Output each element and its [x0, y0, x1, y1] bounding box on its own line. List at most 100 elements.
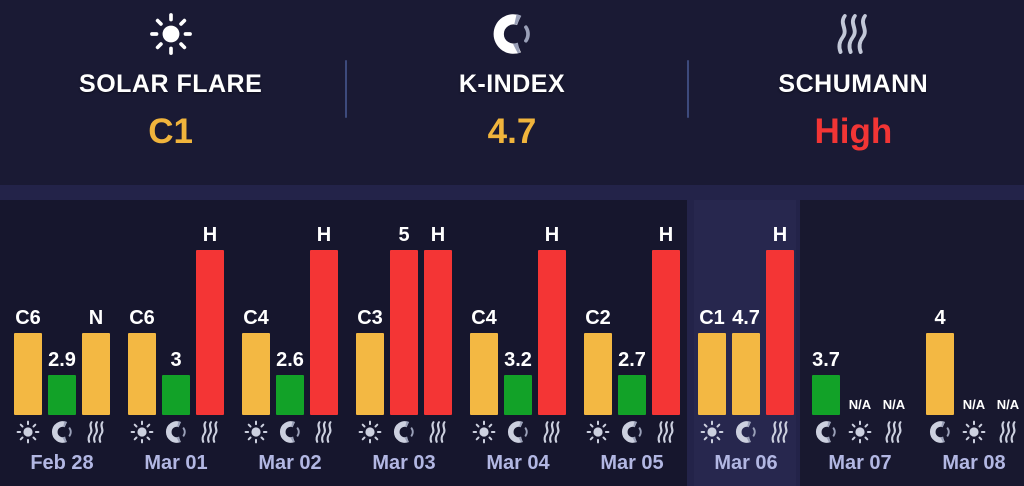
bar-value-label: H	[544, 224, 560, 246]
summary-header: SOLAR FLARE C1 K-INDEX 4.7 SCHUMANN High	[0, 0, 1024, 185]
bar-value-label: C1	[699, 307, 725, 329]
sun-icon	[358, 420, 382, 444]
bar	[652, 250, 680, 415]
date-label: Mar 06	[714, 452, 778, 474]
metric-slot: 3.2	[504, 200, 532, 449]
bar-area: C4	[242, 200, 270, 415]
bar-area: 3	[162, 200, 190, 415]
waves-icon	[312, 420, 336, 444]
bar	[504, 375, 532, 415]
metric-slot: N/A	[880, 200, 908, 449]
bar	[470, 333, 498, 415]
bar-area: C1	[698, 200, 726, 415]
date-label: Feb 28	[30, 452, 94, 474]
stat-panel-k-index: K-INDEX 4.7	[341, 0, 682, 185]
waves-icon	[882, 420, 906, 444]
icon-row	[538, 415, 566, 449]
bar-area: N	[82, 200, 110, 415]
magnet-icon	[814, 420, 838, 444]
waves-icon	[198, 420, 222, 444]
date-label: Mar 01	[144, 452, 208, 474]
bar-area: H	[310, 200, 338, 415]
metric-slot: 2.6	[276, 200, 304, 449]
metric-slot: N	[82, 200, 110, 449]
bar-value-label: H	[202, 224, 218, 246]
bar-area: 5	[390, 200, 418, 415]
day-group-mar-07[interactable]: 3.7 N/A N/A Mar 07	[812, 200, 908, 475]
icon-row	[390, 415, 418, 449]
waves-icon	[426, 420, 450, 444]
bar-value-label: 3	[170, 349, 182, 371]
bar-area: 3.7	[812, 200, 840, 415]
metric-slot: H	[310, 200, 338, 449]
day-group-mar-05[interactable]: C2 2.7 H Mar 05	[584, 200, 680, 475]
date-label: Mar 03	[372, 452, 436, 474]
slot-row: C3 5 H	[356, 200, 452, 449]
metric-slot: C6	[128, 200, 156, 449]
na-label: N/A	[882, 397, 906, 412]
sun-icon	[472, 420, 496, 444]
sun-icon	[962, 420, 986, 444]
bar-area: N/A	[994, 200, 1022, 415]
icon-row	[698, 415, 726, 449]
bar-area: H	[424, 200, 452, 415]
bar-value-label: 2.9	[48, 349, 76, 371]
bar	[732, 333, 760, 415]
bar-area: H	[766, 200, 794, 415]
bar-value-label: C3	[357, 307, 383, 329]
na-label: N/A	[848, 397, 872, 412]
icon-row	[48, 415, 76, 449]
magnet-icon	[490, 9, 534, 59]
bar-value-label: H	[772, 224, 788, 246]
bar-value-label: H	[430, 224, 446, 246]
day-group-feb-28[interactable]: C6 2.9 N Feb 28	[14, 200, 110, 475]
icon-row	[128, 415, 156, 449]
waves-icon	[654, 420, 678, 444]
bar	[310, 250, 338, 415]
bar-area: 2.9	[48, 200, 76, 415]
day-group-mar-08[interactable]: 4 N/A N/A Mar 08	[926, 200, 1022, 475]
waves-icon	[768, 420, 792, 444]
header-divider	[687, 60, 689, 118]
icon-row	[960, 415, 988, 449]
bar-value-label: C4	[471, 307, 497, 329]
bar-value-label: 5	[398, 224, 410, 246]
day-group-mar-03[interactable]: C3 5 H Mar 03	[356, 200, 452, 475]
slot-row: C6 2.9 N	[14, 200, 110, 449]
bar-area: H	[196, 200, 224, 415]
metric-slot: H	[424, 200, 452, 449]
metric-slot: 2.7	[618, 200, 646, 449]
bar-value-label: C6	[129, 307, 155, 329]
bar-area: C6	[14, 200, 42, 415]
icon-row	[470, 415, 498, 449]
history-chart-panel	[0, 200, 687, 486]
date-label: Mar 02	[258, 452, 322, 474]
icon-row	[846, 415, 874, 449]
icon-row	[732, 415, 760, 449]
bar	[424, 250, 452, 415]
sun-icon	[700, 420, 724, 444]
stat-title-solar-flare: SOLAR FLARE	[79, 70, 263, 98]
metric-slot: C3	[356, 200, 384, 449]
bar-area: C6	[128, 200, 156, 415]
bar-value-label: 2.6	[276, 349, 304, 371]
bar-value-label: 3.2	[504, 349, 532, 371]
bar-value-label: H	[316, 224, 332, 246]
sun-icon	[244, 420, 268, 444]
magnet-icon	[164, 420, 188, 444]
metric-slot: H	[196, 200, 224, 449]
icon-row	[424, 415, 452, 449]
icon-row	[994, 415, 1022, 449]
na-label: N/A	[962, 397, 986, 412]
metric-slot: C2	[584, 200, 612, 449]
icon-row	[926, 415, 954, 449]
bar-area: 4.7	[732, 200, 760, 415]
day-group-mar-04[interactable]: C4 3.2 H Mar 04	[470, 200, 566, 475]
day-group-mar-02[interactable]: C4 2.6 H Mar 02	[242, 200, 338, 475]
bar-value-label: 3.7	[812, 349, 840, 371]
bar-area: C2	[584, 200, 612, 415]
day-group-mar-01[interactable]: C6 3 H Mar 01	[128, 200, 224, 475]
day-group-mar-06[interactable]: C1 4.7 H Mar 06	[698, 200, 794, 475]
icon-row	[14, 415, 42, 449]
metric-slot: 3	[162, 200, 190, 449]
